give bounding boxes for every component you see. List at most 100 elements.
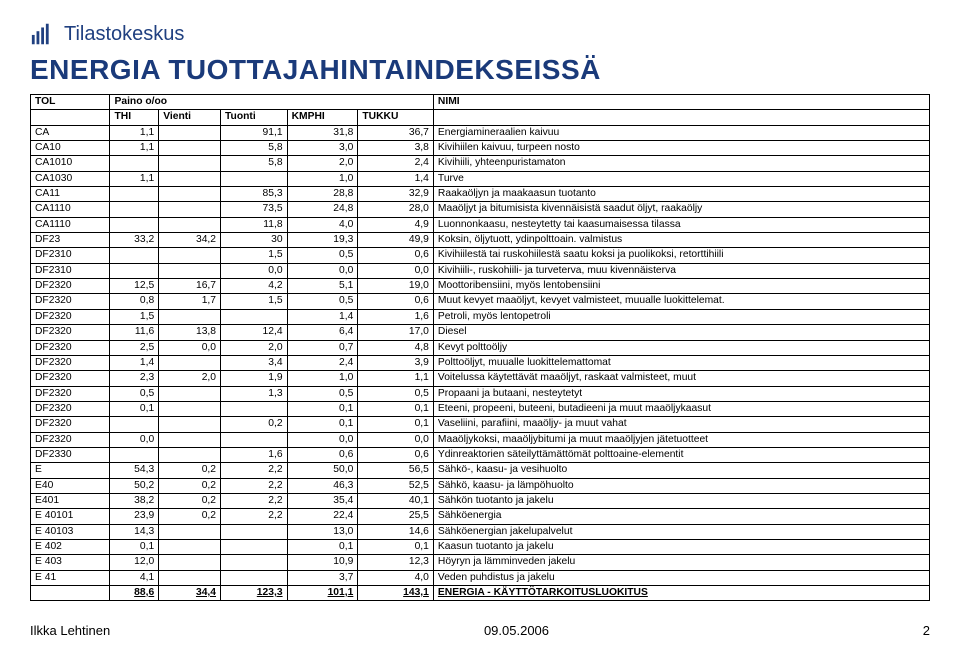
cell-value [159,386,221,401]
cell-desc: Kivihiili, yhteenpuristamaton [433,156,929,171]
cell-desc: Maaöljyt ja bitumisista kivennäisistä sa… [433,202,929,217]
total-row: 88,634,4123,3101,1143,1ENERGIA - KÄYTTÖT… [31,586,930,601]
cell-value: 4,0 [287,217,358,232]
cell-value: 91,1 [221,125,288,140]
cell-value: 3,4 [221,355,288,370]
cell-value: 0,0 [159,340,221,355]
cell-desc: Raakaöljyn ja maakaasun tuotanto [433,187,929,202]
table-row: CA1,191,131,836,7Energiamineraalien kaiv… [31,125,930,140]
cell-code: DF2320 [31,401,110,416]
cell-value: 4,8 [358,340,434,355]
cell-value: 3,9 [358,355,434,370]
cell-value: 31,8 [287,125,358,140]
cell-desc: Muut kevyet maaöljyt, kevyet valmisteet,… [433,294,929,309]
cell-code: E [31,463,110,478]
table-row: DF23200,00,00,0Maaöljykoksi, maaöljybitu… [31,432,930,447]
total-value: 143,1 [358,586,434,601]
cell-value: 32,9 [358,187,434,202]
cell-value: 5,1 [287,279,358,294]
cell-value [221,555,288,570]
cell-value [159,355,221,370]
cell-code: E 40101 [31,509,110,524]
cell-code: CA1010 [31,156,110,171]
header-row-2: THI Vienti Tuonti KMPHI TUKKU [31,110,930,125]
footer-date: 09.05.2006 [484,623,549,638]
cell-value: 54,3 [110,463,159,478]
cell-value: 5,8 [221,141,288,156]
cell-value: 2,3 [110,371,159,386]
cell-value [159,539,221,554]
cell-desc: Sähkö-, kaasu- ja vesihuolto [433,463,929,478]
cell-value: 25,5 [358,509,434,524]
cell-code: DF2310 [31,248,110,263]
cell-desc: Voitelussa käytettävät maaöljyt, raskaat… [433,371,929,386]
cell-value [159,401,221,416]
cell-value [221,432,288,447]
table-row: CA111011,84,04,9Luonnonkaasu, nesteytett… [31,217,930,232]
cell-code: E 40103 [31,524,110,539]
table-row: DF23200,51,30,50,5Propaani ja butaani, n… [31,386,930,401]
cell-value: 2,4 [358,156,434,171]
cell-value [221,401,288,416]
cell-value [110,248,159,263]
col-nimi: NIMI [433,95,929,110]
cell-desc: Kevyt polttoöljy [433,340,929,355]
cell-desc: Moottoribensiini, myös lentobensiini [433,279,929,294]
cell-value: 40,1 [358,493,434,508]
cell-value [159,524,221,539]
cell-value: 23,9 [110,509,159,524]
cell-code: E 403 [31,555,110,570]
cell-value: 0,1 [358,539,434,554]
cell-code: DF23 [31,233,110,248]
cell-desc: Höyryn ja lämminveden jakelu [433,555,929,570]
col-paino: Paino o/oo [110,95,433,110]
cell-desc: Sähkö, kaasu- ja lämpöhuolto [433,478,929,493]
cell-value: 1,6 [358,309,434,324]
cell-value [159,187,221,202]
total-value: 101,1 [287,586,358,601]
cell-value: 73,5 [221,202,288,217]
cell-value: 1,5 [110,309,159,324]
cell-value [159,202,221,217]
cell-value [221,539,288,554]
cell-code: CA10 [31,141,110,156]
cell-code: DF2320 [31,417,110,432]
table-row: DF23201,51,41,6Petroli, myös lentopetrol… [31,309,930,324]
cell-value: 24,8 [287,202,358,217]
cell-value: 0,2 [221,417,288,432]
total-desc: ENERGIA - KÄYTTÖTARKOITUSLUOKITUS [433,586,929,601]
table-row: DF2333,234,23019,349,9Koksin, öljytuott,… [31,233,930,248]
col-vienti: Vienti [159,110,221,125]
cell-value: 38,2 [110,493,159,508]
cell-code: DF2320 [31,355,110,370]
cell-desc: Vaseliini, parafiini, maaöljy- ja muut v… [433,417,929,432]
cell-value: 22,4 [287,509,358,524]
cell-desc: Eteeni, propeeni, buteeni, butadieeni ja… [433,401,929,416]
cell-code: CA1110 [31,202,110,217]
cell-code: E 402 [31,539,110,554]
cell-value [159,248,221,263]
cell-value [110,217,159,232]
table-row: E 414,13,74,0Veden puhdistus ja jakelu [31,570,930,585]
cell-code: CA [31,125,110,140]
table-row: DF23200,20,10,1Vaseliini, parafiini, maa… [31,417,930,432]
cell-value: 1,1 [110,141,159,156]
table-body: CA1,191,131,836,7Energiamineraalien kaiv… [31,125,930,601]
cell-value: 0,1 [287,417,358,432]
col-tuonti: Tuonti [221,110,288,125]
cell-value: 1,6 [221,447,288,462]
table-row: DF23202,50,02,00,74,8Kevyt polttoöljy [31,340,930,355]
cell-value: 0,0 [110,432,159,447]
cell-value: 0,0 [221,263,288,278]
cell-value: 6,4 [287,325,358,340]
cell-desc: Sähkön tuotanto ja jakelu [433,493,929,508]
cell-code: E 41 [31,570,110,585]
col-kmphi: KMPHI [287,110,358,125]
cell-desc: Petroli, myös lentopetroli [433,309,929,324]
cell-code: DF2330 [31,447,110,462]
cell-value: 2,5 [110,340,159,355]
header-row-1: TOL Paino o/oo NIMI [31,95,930,110]
cell-value: 0,7 [287,340,358,355]
table-row: E 4010123,90,22,222,425,5Sähköenergia [31,509,930,524]
cell-value: 0,2 [159,478,221,493]
